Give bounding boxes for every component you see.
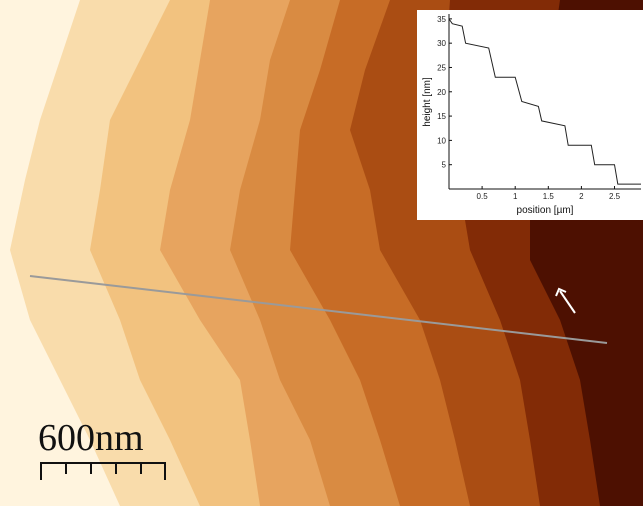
x-tick-label: 2	[579, 192, 584, 201]
y-tick-label: 30	[437, 39, 446, 48]
page: {"scale_bar": {"label": "600nm"}, "chart…	[0, 0, 643, 506]
y-tick-label: 20	[437, 88, 446, 97]
afm-figure: 600nm position [µm] height [nm] 5 10 15 20 2…	[0, 0, 643, 506]
y-tick-label: 10	[437, 136, 446, 145]
x-tick-label: 0.5	[477, 192, 489, 201]
y-tick-label: 15	[437, 112, 446, 121]
x-tick-label: 1	[513, 192, 518, 201]
x-axis-label: position [µm]	[517, 205, 574, 216]
y-axis-label: height [nm]	[422, 77, 433, 127]
x-tick-label: 2.5	[609, 192, 621, 201]
y-tick-label: 5	[442, 161, 447, 170]
y-tick-label: 35	[437, 15, 446, 24]
y-tick-label: 25	[437, 63, 446, 72]
scale-bar-label: 600nm	[38, 417, 144, 459]
inset-chart: position [µm] height [nm] 5 10 15 20 25 30 35 0…	[417, 10, 643, 220]
x-tick-label: 1.5	[543, 192, 555, 201]
